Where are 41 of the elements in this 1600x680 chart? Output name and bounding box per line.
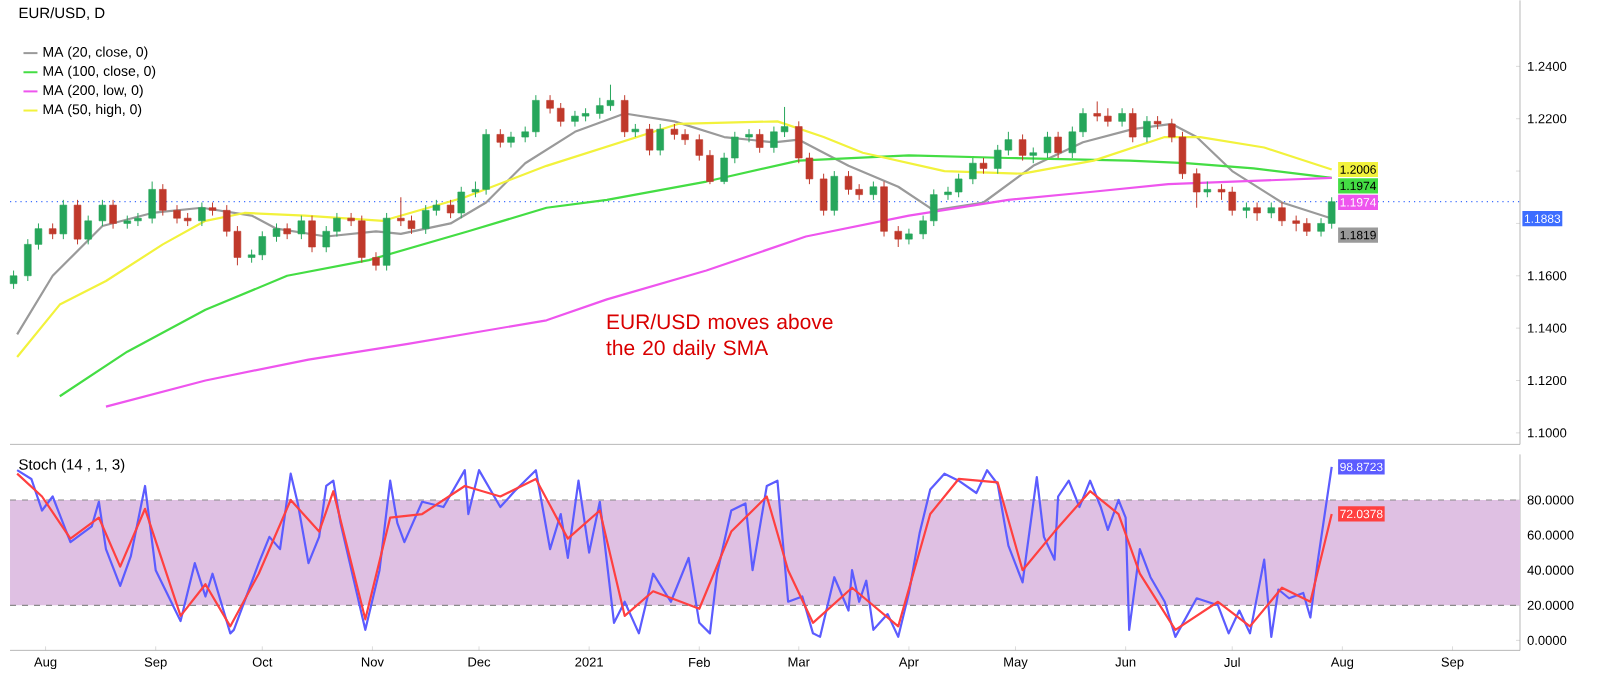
candlestick: [496, 128, 505, 148]
candlestick: [645, 123, 654, 156]
candlestick: [1192, 167, 1201, 209]
candlestick: [109, 199, 117, 229]
candlestick: [59, 199, 68, 240]
candlestick: [272, 222, 281, 243]
candlestick: [1054, 131, 1062, 159]
candlestick: [620, 94, 629, 138]
annotation: EUR/USD moves above the 20 daily SMA: [606, 313, 833, 360]
candlestick: [148, 180, 156, 224]
candlestick: [819, 173, 828, 216]
candlestick: [1018, 133, 1027, 161]
candlestick: [382, 212, 391, 271]
candlestick: [159, 183, 167, 216]
candlestick: [745, 128, 753, 143]
candlestick: [297, 214, 306, 240]
candlestick: [73, 199, 82, 245]
candlestick: [894, 225, 902, 248]
candlestick: [1118, 107, 1126, 127]
candlestick: [1278, 201, 1286, 227]
candlestick: [1129, 107, 1137, 143]
candlestick: [308, 214, 316, 253]
candlestick: [1143, 115, 1151, 143]
candlestick: [198, 201, 206, 227]
candlestick: [372, 251, 380, 271]
candlestick: [755, 128, 764, 154]
candlestick: [457, 186, 465, 219]
candlestick: [84, 214, 92, 245]
line-series: [104, 176, 1333, 408]
candlestick: [969, 157, 977, 185]
candlestick: [446, 199, 455, 219]
candlestick: [98, 199, 107, 227]
candlestick: [1043, 131, 1052, 159]
candlestick: [1253, 201, 1261, 222]
candlestick: [869, 180, 878, 201]
candlestick: [656, 123, 664, 156]
candlestick: [830, 170, 839, 216]
candlestick: [507, 131, 515, 148]
candlestick: [905, 227, 913, 245]
candlestick: [880, 180, 888, 237]
candlestick: [9, 269, 18, 290]
